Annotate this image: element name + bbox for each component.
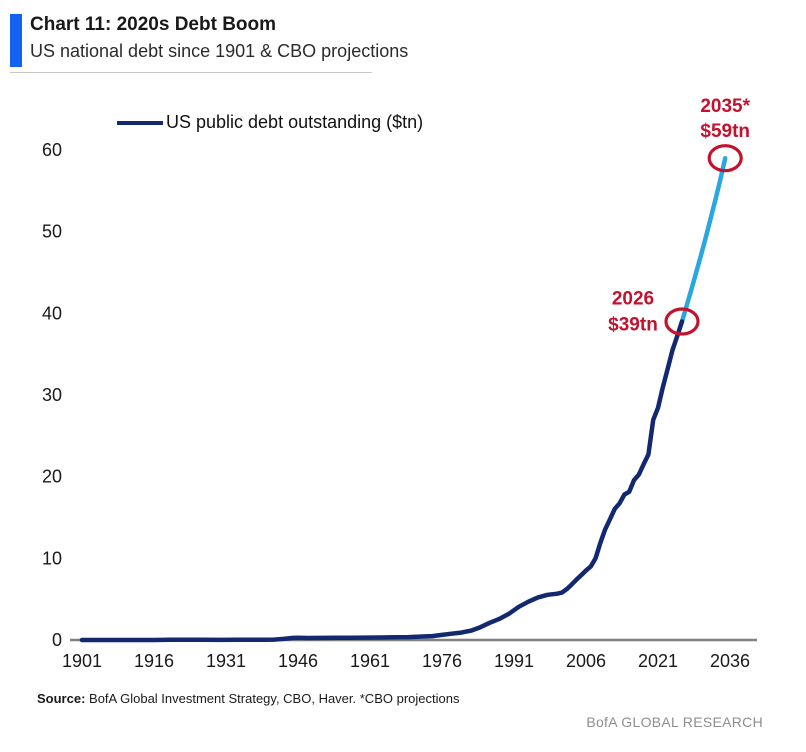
x-tick-label: 1991 <box>494 651 534 671</box>
annotation-label: 2026 <box>612 289 654 310</box>
y-tick-label: 60 <box>42 140 62 160</box>
x-tick-label: 1946 <box>278 651 318 671</box>
header-divider <box>10 72 372 73</box>
x-tick-label: 1961 <box>350 651 390 671</box>
x-tick-label: 2021 <box>638 651 678 671</box>
legend-line-swatch <box>117 120 163 125</box>
x-tick-label: 2036 <box>710 651 750 671</box>
highlight-circle <box>664 307 700 336</box>
chart-title: Chart 11: 2020s Debt Boom <box>30 14 277 35</box>
title-accent-bar <box>10 14 22 67</box>
brand-label: BofA GLOBAL RESEARCH <box>586 714 763 730</box>
annotation-label: $39tn <box>608 315 658 336</box>
y-tick-label: 0 <box>52 630 62 650</box>
legend: US public debt outstanding ($tn) <box>117 112 423 133</box>
x-tick-label: 1931 <box>206 651 246 671</box>
source-label: Source: <box>37 691 86 706</box>
x-tick-label: 1916 <box>134 651 174 671</box>
y-tick-label: 50 <box>42 222 62 242</box>
annotation-label: 2035* <box>700 96 750 117</box>
historical-debt-line <box>79 319 685 643</box>
x-tick-label: 1901 <box>62 651 102 671</box>
source-text: BofA Global Investment Strategy, CBO, Ha… <box>89 691 460 706</box>
y-tick-label: 30 <box>42 385 62 405</box>
annotation-label: $59tn <box>700 121 750 142</box>
y-tick-label: 40 <box>42 303 62 323</box>
highlight-circle <box>707 144 743 173</box>
x-tick-label: 2006 <box>566 651 606 671</box>
chart-subtitle: US national debt since 1901 & CBO projec… <box>30 41 409 61</box>
source-note: Source: BofA Global Investment Strategy,… <box>37 691 459 706</box>
y-tick-label: 10 <box>42 548 62 568</box>
x-tick-label: 1976 <box>422 651 462 671</box>
legend-label: US public debt outstanding ($tn) <box>166 112 424 132</box>
projection-debt-line <box>679 155 728 324</box>
y-tick-label: 20 <box>42 467 62 487</box>
